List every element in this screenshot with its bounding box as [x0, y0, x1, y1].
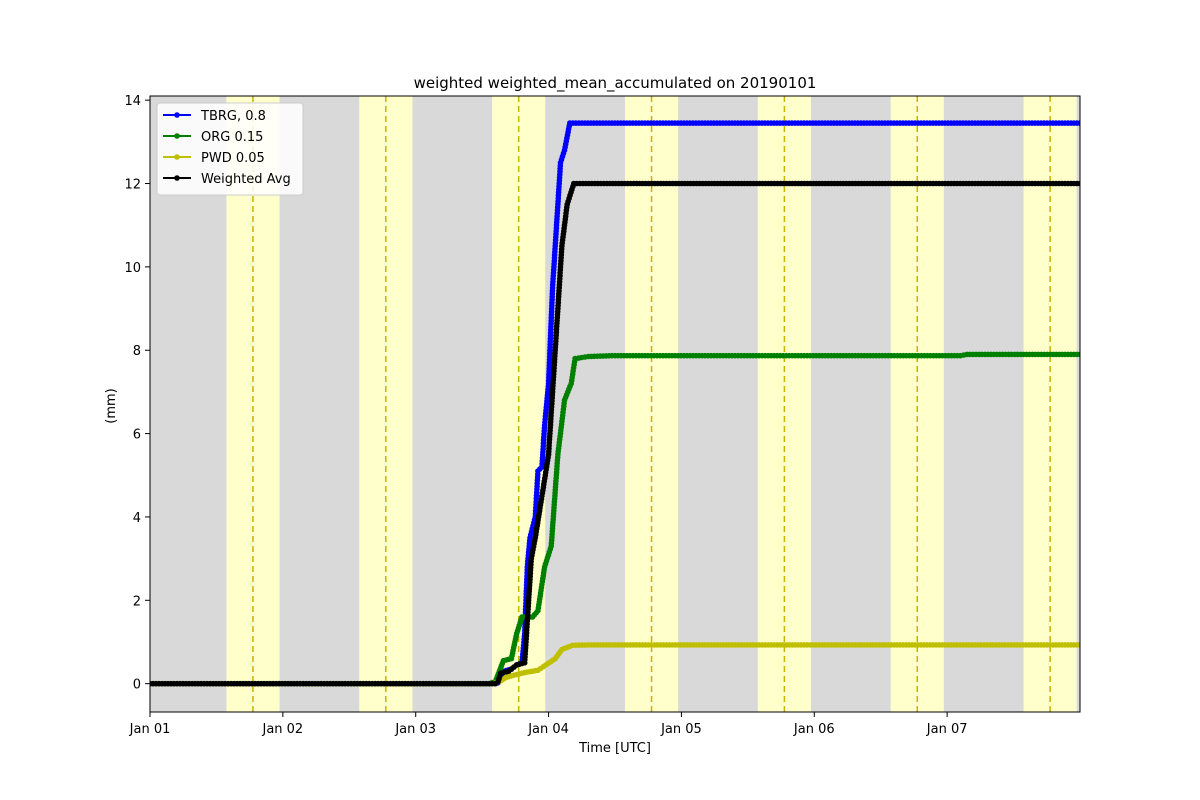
- y-tick-label: 4: [133, 511, 141, 526]
- legend-entry-label: Weighted Avg: [201, 172, 291, 187]
- x-tick-label: Jan 02: [261, 722, 303, 737]
- series-3: [150, 180, 1080, 687]
- series-point: [1077, 120, 1080, 126]
- y-axis-label: (mm): [104, 388, 119, 423]
- x-tick-label: Jan 06: [793, 722, 835, 737]
- x-tick-label: Jan 01: [129, 722, 171, 737]
- x-tick-label: Jan 04: [527, 722, 569, 737]
- legend-entry-label: ORG 0.15: [201, 130, 263, 145]
- legend-swatch-marker: [174, 133, 180, 139]
- y-tick-label: 10: [124, 261, 141, 276]
- plot-area: [150, 96, 1080, 712]
- x-tick-label: Jan 03: [394, 722, 436, 737]
- axes: Jan 01 Jan 02 Jan 03 Jan 04 Jan 05 Jan 06 Jan …: [124, 94, 1081, 737]
- x-axis-label: Time [UTC]: [578, 741, 651, 756]
- x-tick-label: Jan 07: [926, 722, 968, 737]
- series-point: [1077, 180, 1080, 187]
- legend-entry-label: TBRG, 0.8: [200, 109, 266, 124]
- y-tick-label: 0: [133, 678, 141, 693]
- y-tick-label: 6: [133, 428, 141, 443]
- legend-swatch-marker: [174, 175, 180, 181]
- legend-swatch-marker: [174, 112, 180, 118]
- x-tick-label: Jan 05: [660, 722, 702, 737]
- y-tick-label: 8: [133, 344, 141, 359]
- axes-frame: [149, 95, 1081, 713]
- y-tick-label: 12: [124, 178, 141, 193]
- y-tick-label: 2: [133, 594, 141, 609]
- legend: TBRG, 0.8 ORG 0.15 PWD 0.05 Weighted Avg: [156, 102, 304, 196]
- y-tick-label: 14: [124, 94, 141, 109]
- legend-box: [156, 102, 304, 196]
- legend-entry-label: PWD 0.05: [201, 151, 265, 166]
- chart-title: weighted weighted_mean_accumulated on 20…: [414, 74, 817, 93]
- series-point: [1077, 642, 1080, 648]
- series-point: [1077, 351, 1080, 358]
- legend-swatch-marker: [174, 154, 180, 160]
